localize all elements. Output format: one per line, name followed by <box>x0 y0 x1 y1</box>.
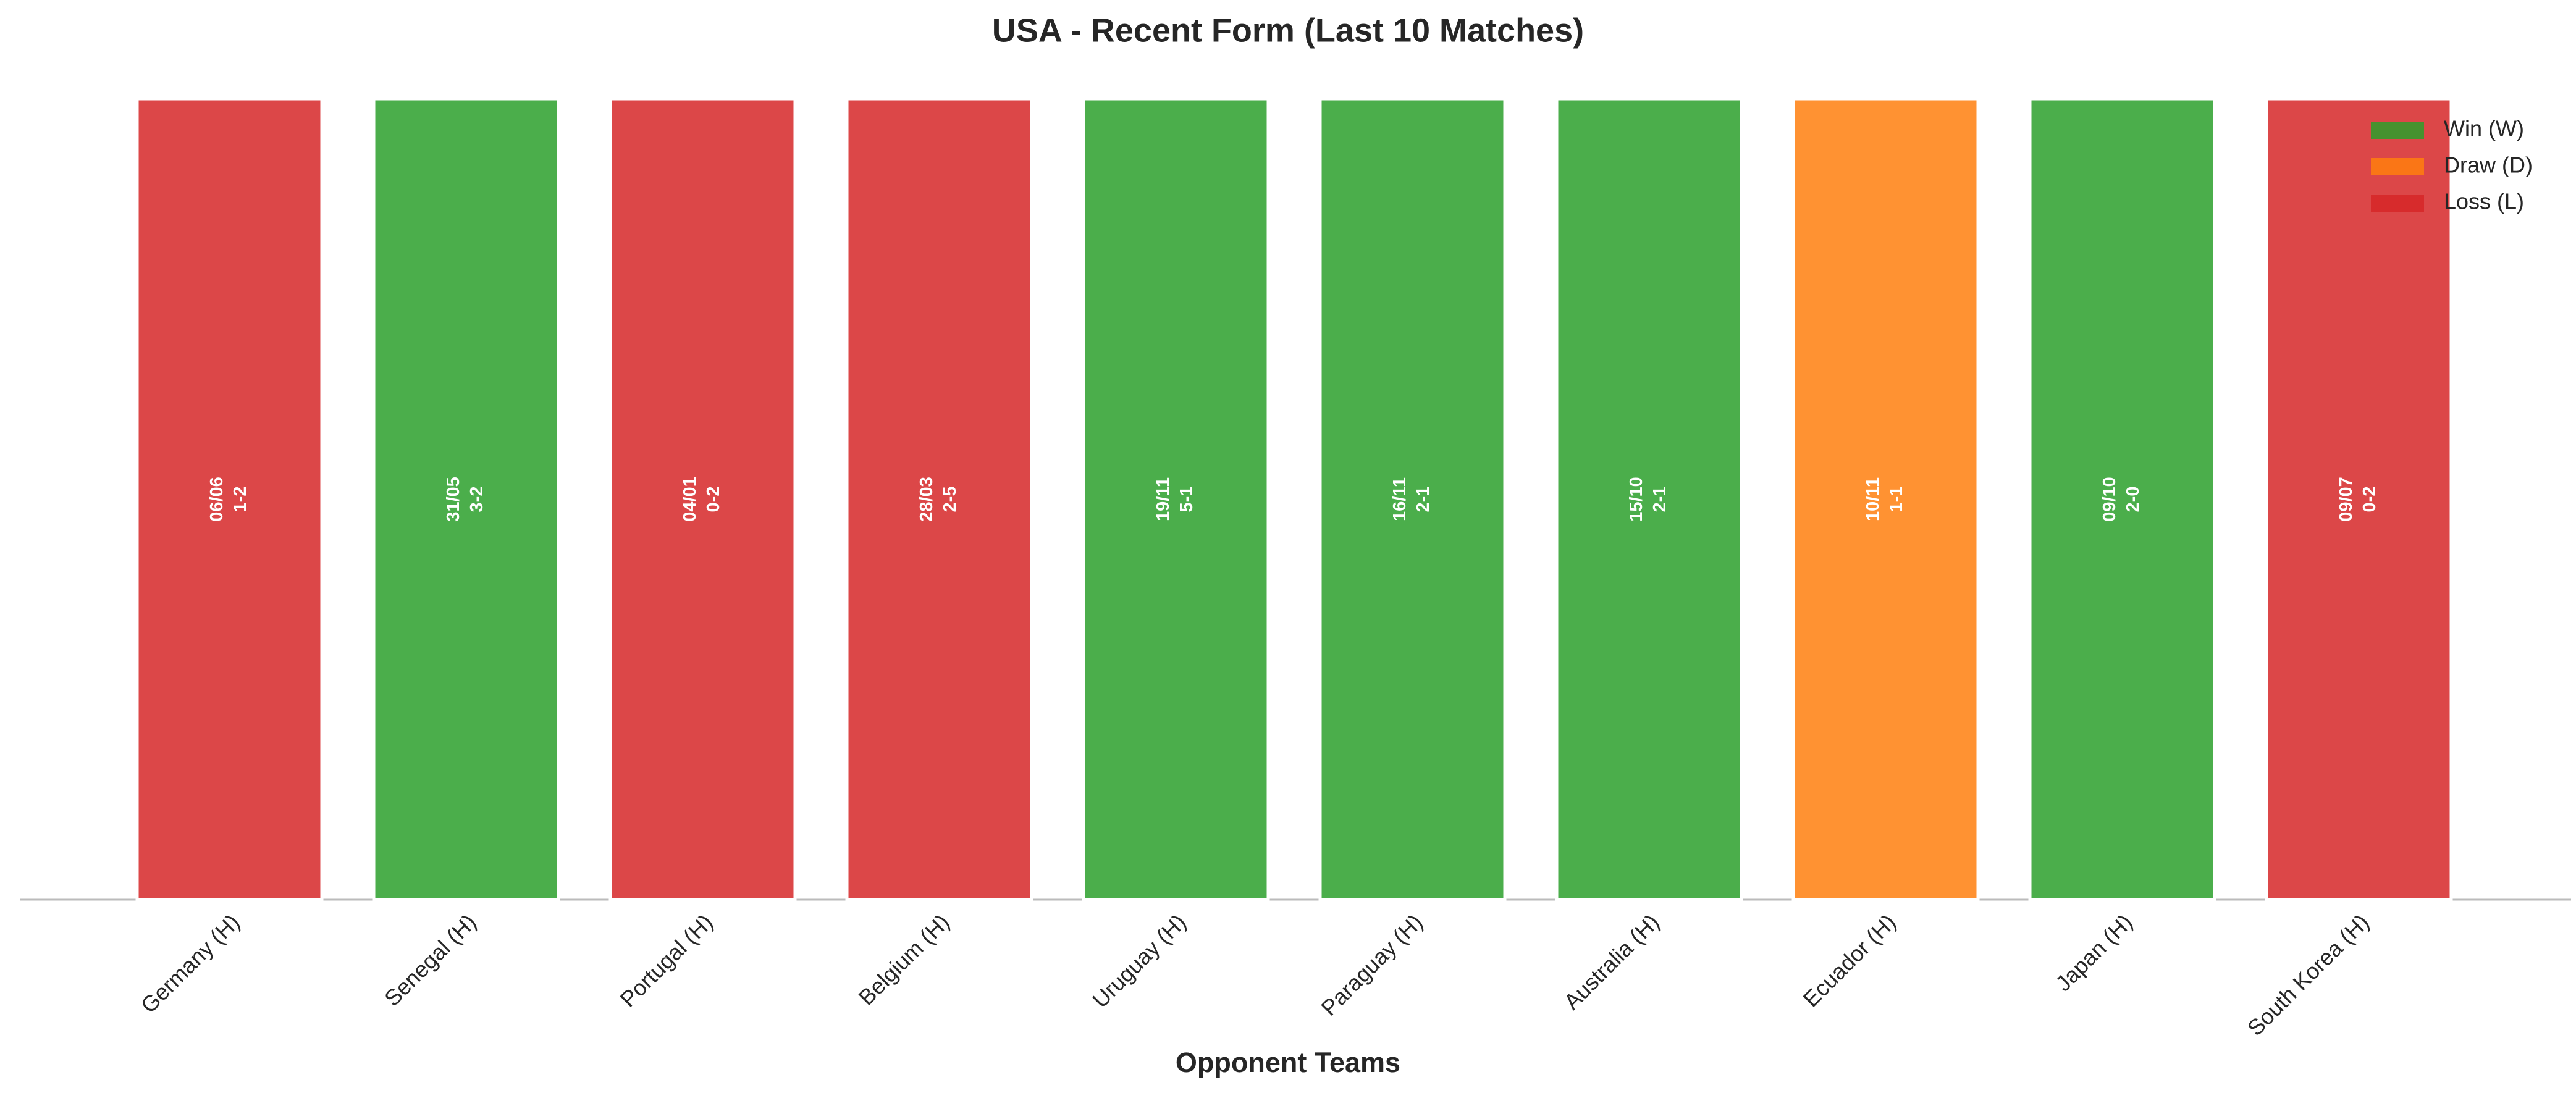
bar-score-label: 0-2 <box>2360 487 2380 513</box>
bar-score-label: 3-2 <box>467 487 487 513</box>
x-tick-label: Germany (H) <box>136 909 245 1018</box>
bar <box>135 97 324 902</box>
x-tick-label: Paraguay (H) <box>1316 909 1428 1020</box>
legend-label: Win (W) <box>2444 116 2524 141</box>
bar-date-label: 06/06 <box>207 477 227 522</box>
bar-date-label: 09/07 <box>2336 477 2356 522</box>
bar-score-label: 1-1 <box>1887 487 1906 513</box>
legend-swatch <box>2371 195 2424 212</box>
bar-date-label: 16/11 <box>1390 477 1410 521</box>
x-tick-label: Uruguay (H) <box>1087 909 1191 1013</box>
bar <box>2028 97 2216 902</box>
bar-score-label: 5-1 <box>1177 487 1197 513</box>
bar-score-label: 1-2 <box>230 487 250 513</box>
x-tick-label: Portugal (H) <box>615 909 718 1011</box>
x-axis-label: Opponent Teams <box>1176 1047 1400 1078</box>
x-tick-label: Belgium (H) <box>854 909 954 1010</box>
legend-label: Draw (D) <box>2444 153 2533 178</box>
bar-date-label: 10/11 <box>1863 477 1883 521</box>
bar <box>2265 97 2453 902</box>
chart-title: USA - Recent Form (Last 10 Matches) <box>992 12 1584 49</box>
bar-score-label: 2-5 <box>940 487 960 513</box>
bar <box>372 97 560 902</box>
bar <box>845 97 1033 902</box>
bar-date-label: 19/11 <box>1153 477 1173 521</box>
x-tick-label: South Korea (H) <box>2242 909 2374 1041</box>
bar <box>1082 97 1270 902</box>
bar-date-label: 31/05 <box>444 477 463 522</box>
x-tick-label: Ecuador (H) <box>1798 909 1901 1011</box>
x-tick-label: Senegal (H) <box>379 909 481 1011</box>
bar-date-label: 15/10 <box>1627 477 1646 522</box>
bar <box>608 97 797 902</box>
legend-swatch <box>2371 158 2424 175</box>
bar-score-label: 2-0 <box>2123 487 2143 513</box>
bar <box>1318 97 1507 902</box>
legend-swatch <box>2371 122 2424 139</box>
bar-score-label: 0-2 <box>704 487 723 513</box>
bar <box>1555 97 1743 902</box>
bar-date-label: 09/10 <box>2100 477 2119 522</box>
bar-date-label: 04/01 <box>680 477 700 522</box>
bar <box>1791 97 1980 902</box>
x-tick-label: Japan (H) <box>2050 909 2137 996</box>
x-tick-label: Australia (H) <box>1559 909 1664 1014</box>
legend-label: Loss (L) <box>2444 189 2524 214</box>
bar-date-label: 28/03 <box>917 477 937 522</box>
bar-score-label: 2-1 <box>1413 487 1433 513</box>
bar-score-label: 2-1 <box>1650 487 1670 513</box>
